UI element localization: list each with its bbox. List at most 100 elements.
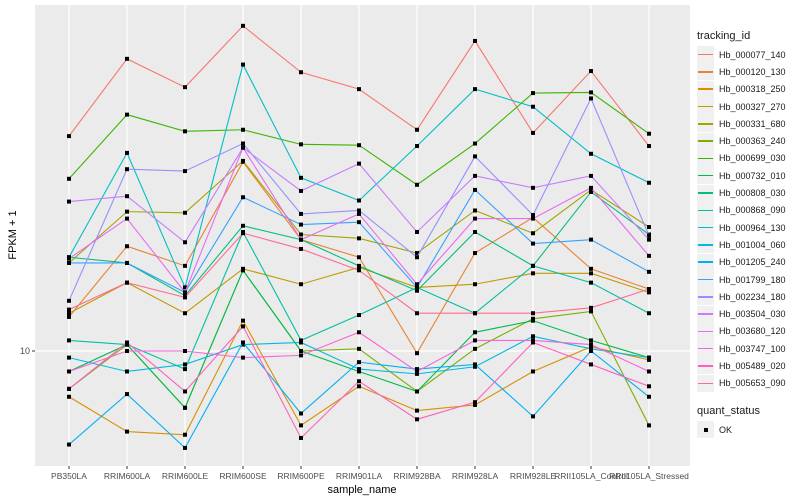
shape-legend-title: quant_status	[697, 405, 760, 417]
data-point	[647, 287, 651, 292]
data-point	[415, 127, 419, 132]
data-point	[357, 263, 361, 268]
data-point	[241, 324, 245, 329]
data-point	[299, 232, 303, 237]
data-point	[473, 364, 477, 369]
data-point	[589, 342, 593, 347]
data-point	[531, 414, 535, 419]
data-point	[357, 313, 361, 318]
legend-label: Hb_000318_250	[719, 84, 786, 95]
data-point	[357, 143, 361, 148]
data-point	[589, 173, 593, 178]
data-point	[299, 349, 303, 353]
legend-label: Hb_001205_240	[719, 257, 786, 268]
data-point	[415, 371, 419, 376]
data-point	[415, 144, 419, 149]
legend-item: Hb_000808_030	[697, 184, 797, 202]
data-point	[415, 288, 419, 293]
data-point	[647, 369, 651, 374]
data-point	[125, 340, 129, 345]
line-key-icon	[697, 357, 714, 375]
data-point	[125, 167, 129, 172]
data-point	[415, 285, 419, 290]
data-point	[125, 56, 129, 61]
series-Hb_000077_140	[67, 23, 651, 149]
legend-item: Hb_000699_030	[697, 149, 797, 167]
data-point	[299, 340, 303, 345]
data-point	[531, 340, 535, 345]
x-tick-label: RRIM600LA	[104, 471, 151, 481]
data-point	[183, 445, 187, 450]
data-point	[647, 290, 651, 295]
data-point	[299, 142, 303, 147]
legend-item: Hb_001799_180	[697, 271, 797, 288]
data-point	[125, 392, 129, 397]
data-point	[647, 423, 651, 428]
data-point	[473, 229, 477, 234]
line-key-icon	[697, 253, 714, 271]
data-point	[647, 269, 651, 274]
legend-item: Hb_001004_060	[697, 236, 797, 254]
data-point	[183, 367, 187, 372]
series-Hb_000318_250	[67, 318, 651, 437]
data-point	[357, 369, 361, 374]
data-point	[125, 150, 129, 155]
data-point	[473, 208, 477, 213]
series-Hb_002234_180	[67, 96, 651, 303]
data-point	[125, 244, 129, 249]
legend-item: Hb_003747_100	[697, 340, 797, 358]
data-point	[125, 349, 129, 353]
data-point	[67, 369, 71, 374]
legend-item: Hb_000732_010	[697, 167, 797, 185]
series-Hb_003680_120	[67, 145, 651, 295]
data-point	[125, 194, 129, 199]
data-point	[589, 344, 593, 349]
data-point	[183, 389, 187, 394]
data-point	[299, 222, 303, 227]
data-point	[183, 85, 187, 90]
data-point	[473, 187, 477, 192]
series-Hb_001004_060	[67, 334, 651, 376]
line-key-icon	[697, 305, 714, 323]
shape-legend-item: OK	[697, 421, 797, 439]
legend-item: Hb_000363_240	[697, 132, 797, 150]
data-point	[357, 384, 361, 389]
data-point	[299, 411, 303, 416]
data-point	[473, 362, 477, 367]
data-point	[531, 271, 535, 276]
legend-item: Hb_000868_090	[697, 201, 797, 219]
data-point	[299, 423, 303, 428]
data-point	[67, 307, 71, 312]
data-point	[415, 369, 419, 374]
data-point	[357, 161, 361, 166]
x-tick-label: RRIM928BA	[393, 471, 441, 481]
data-point	[299, 175, 303, 180]
data-point	[589, 69, 593, 74]
data-point	[241, 340, 245, 345]
data-point	[125, 260, 129, 265]
x-tick-label: PB350LA	[51, 471, 87, 481]
data-point	[67, 442, 71, 447]
legend-label: Hb_001004_060	[719, 239, 786, 250]
legend-label: Hb_005489_020	[719, 360, 786, 371]
data-point	[531, 213, 535, 218]
data-point	[183, 285, 187, 290]
legend-item: Hb_003504_030	[697, 305, 797, 323]
data-point	[647, 355, 651, 360]
line-key-icon	[697, 340, 714, 358]
legend-label: Hb_000699_030	[719, 153, 786, 164]
axes: 10 PB350LA RRIM600LA RRIM600LE RRIM600SE RRIM…	[20, 346, 689, 481]
data-point	[473, 154, 477, 159]
data-point	[473, 282, 477, 287]
data-point	[241, 268, 245, 273]
data-point	[183, 263, 187, 268]
legend-item: Hb_005653_090	[697, 374, 797, 392]
data-point	[647, 253, 651, 258]
legend-label: Hb_001799_180	[719, 274, 786, 285]
data-point	[531, 231, 535, 236]
line-key-icon	[697, 201, 714, 219]
data-point	[415, 389, 419, 394]
data-point	[415, 251, 419, 256]
line-key-icon	[697, 80, 714, 98]
data-point	[647, 180, 651, 185]
